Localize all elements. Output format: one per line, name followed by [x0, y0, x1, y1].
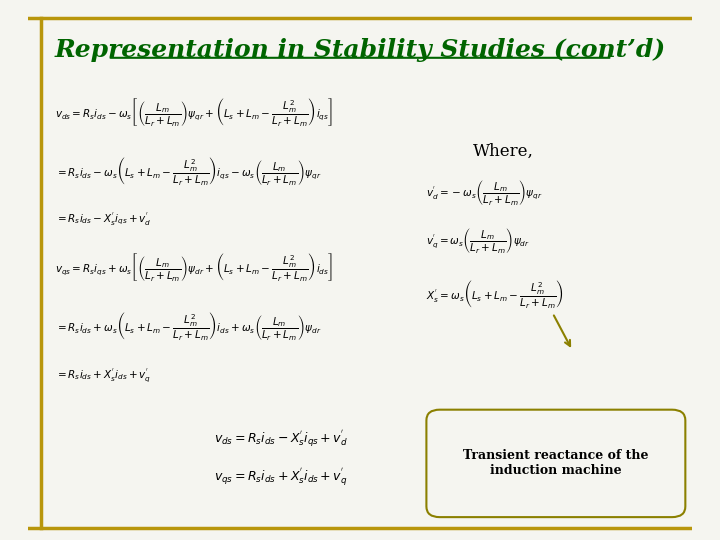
Text: $v_{qs} = R_s i_{ds} + X_s^{'} i_{ds} + v_q^{'}$: $v_{qs} = R_s i_{ds} + X_s^{'} i_{ds} + …: [214, 466, 347, 488]
Text: Where,: Where,: [473, 143, 534, 160]
Text: $X_s^{'} = \omega_s \left( L_s + L_m - \dfrac{L_m^2}{L_r + L_m} \right)$: $X_s^{'} = \omega_s \left( L_s + L_m - \…: [426, 278, 564, 310]
Text: $v_q^{'} = \omega_s \left( \dfrac{L_m}{L_r + L_m} \right) \psi_{dr}$: $v_q^{'} = \omega_s \left( \dfrac{L_m}{L…: [426, 226, 530, 255]
Text: $v_{ds} = R_s i_{ds} - X_s^{'} i_{qs} + v_d^{'}$: $v_{ds} = R_s i_{ds} - X_s^{'} i_{qs} + …: [214, 429, 348, 449]
Text: Representation in Stability Studies (cont’d): Representation in Stability Studies (con…: [55, 38, 665, 62]
Text: $= R_s i_{ds} - X_s^{'} i_{qs} + v_d^{'}$: $= R_s i_{ds} - X_s^{'} i_{qs} + v_d^{'}…: [55, 211, 151, 227]
Text: $v_{qs} = R_s i_{qs} + \omega_s \left[ \left( \dfrac{L_m}{L_r + L_m} \right) \ps: $v_{qs} = R_s i_{qs} + \omega_s \left[ \…: [55, 251, 333, 284]
Text: Transient reactance of the
induction machine: Transient reactance of the induction mac…: [463, 449, 649, 477]
Text: $= R_s i_{ds} + X_s^{'} i_{ds} + v_q^{'}$: $= R_s i_{ds} + X_s^{'} i_{ds} + v_q^{'}…: [55, 366, 151, 383]
Text: $v_{ds} = R_s i_{ds} - \omega_s \left[ \left( \dfrac{L_m}{L_r + L_m} \right) \ps: $v_{ds} = R_s i_{ds} - \omega_s \left[ \…: [55, 96, 333, 127]
Text: $= R_s i_{ds} - \omega_s \left( L_s + L_m - \dfrac{L_m^2}{L_r + L_m} \right) i_{: $= R_s i_{ds} - \omega_s \left( L_s + L_…: [55, 154, 321, 187]
Text: $= R_s i_{ds} + \omega_s \left( L_s + L_m - \dfrac{L_m^2}{L_r + L_m} \right) i_{: $= R_s i_{ds} + \omega_s \left( L_s + L_…: [55, 310, 321, 342]
Text: $v_d^{'} = -\omega_s \left( \dfrac{L_m}{L_r + L_m} \right) \psi_{qr}$: $v_d^{'} = -\omega_s \left( \dfrac{L_m}{…: [426, 178, 543, 207]
FancyBboxPatch shape: [426, 410, 685, 517]
